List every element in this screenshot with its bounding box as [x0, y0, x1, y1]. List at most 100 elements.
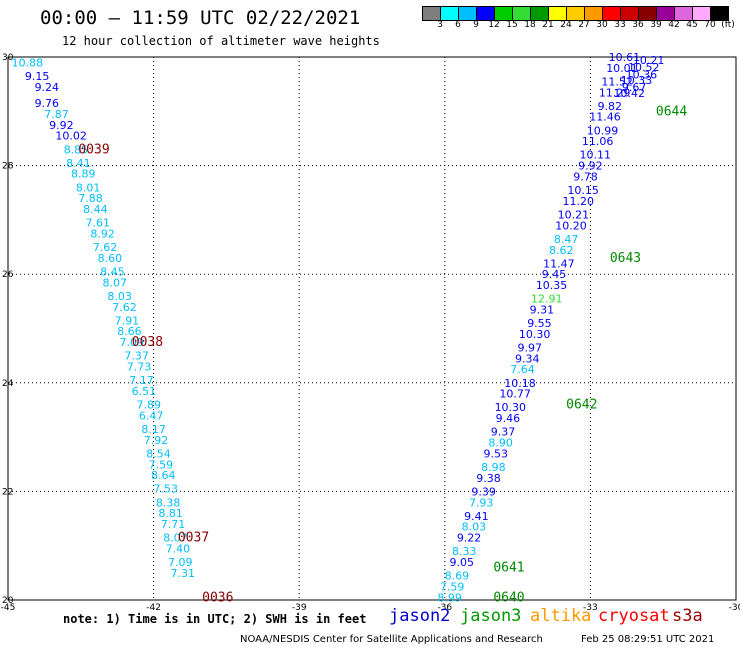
legend-item-altika: altika	[530, 606, 592, 626]
swh-value-label: 8.54	[146, 447, 171, 460]
swh-value-label: 10.02	[55, 130, 87, 143]
swh-value-label: 10.52	[628, 61, 660, 74]
swh-value-label: 7.31	[170, 567, 195, 580]
swh-value-label: 9.37	[491, 426, 516, 439]
swh-value-label: 7.91	[115, 314, 140, 327]
swh-value-label: 11.52	[601, 75, 633, 88]
swh-value-label: 9.53	[484, 447, 509, 460]
color-scale-labels: 3 6 9 12 15 18 21 24 27 30 33 36 39 42 45 70 (ft)	[0, 20, 740, 34]
swh-value-label: 8.64	[151, 469, 176, 482]
swh-value-label: 7.73	[127, 361, 152, 374]
pass-time-label: 0038	[132, 335, 163, 350]
swh-value-label: 9.92	[49, 119, 74, 132]
swh-value-label: 9.41	[464, 510, 489, 523]
swh-value-label: 7.89	[136, 399, 161, 412]
swh-value-label: 7.37	[124, 350, 149, 363]
swh-value-label: 8.89	[71, 168, 96, 181]
swh-value-label: 8.81	[158, 507, 183, 520]
swh-value-label: 10.88	[12, 56, 44, 69]
swh-value-label: 12.91	[531, 293, 563, 306]
swh-value-label: 8.01	[76, 181, 101, 194]
color-scale-label: 39	[650, 20, 662, 30]
y-tick-label: 24	[2, 379, 14, 389]
swh-value-label: 11.29	[599, 86, 631, 99]
y-tick-label: 22	[2, 487, 13, 497]
swh-value-label: 9.76	[35, 97, 60, 110]
swh-value-label: 8.90	[488, 437, 513, 450]
color-scale-label: 33	[614, 20, 626, 30]
swh-value-label: 8.85	[64, 143, 89, 156]
swh-value-label: 8.07	[103, 276, 128, 289]
swh-value-label: 7.09	[168, 556, 193, 569]
swh-value-label: 6.47	[139, 409, 164, 422]
pass-time-label: 0640	[493, 590, 524, 605]
swh-value-label: 7.62	[112, 301, 137, 314]
swh-value-label: 8.66	[117, 325, 142, 338]
swh-value-label: 10.61	[609, 51, 641, 64]
units-note: note: 1) Time is in UTC; 2) SWH is in fe…	[63, 612, 367, 626]
swh-value-label: 8.17	[141, 423, 166, 436]
swh-value-label: 8.98	[481, 461, 506, 474]
credit-text: NOAA/NESDIS Center for Satellite Applica…	[240, 634, 543, 645]
swh-value-label: 9.82	[598, 100, 623, 113]
generated-timestamp: Feb 25 08:29:51 UTC 2021	[581, 634, 715, 645]
swh-value-label: 8.92	[90, 227, 115, 240]
pass-time-label: 0641	[493, 560, 524, 575]
color-scale-label: 45	[686, 20, 698, 30]
color-scale-bar	[422, 6, 729, 21]
color-scale-label: 30	[596, 20, 608, 30]
x-tick-label: -45	[1, 603, 16, 613]
color-scale-label: 24	[560, 20, 572, 30]
swh-value-label: 9.46	[496, 412, 521, 425]
swh-value-label: 10.20	[555, 219, 587, 232]
color-scale-label: 36	[632, 20, 644, 30]
swh-value-label: 9.92	[578, 160, 603, 173]
swh-value-label: 10.30	[519, 328, 551, 341]
color-scale-label: 70	[704, 20, 716, 30]
swh-value-label: 8.44	[83, 203, 108, 216]
swh-value-label: 8.03	[462, 521, 487, 534]
swh-value-label: 9.24	[35, 81, 60, 94]
swh-value-label: 9.05	[450, 556, 475, 569]
swh-value-label: 8.38	[156, 496, 181, 509]
swh-value-label: 10.21	[558, 208, 590, 221]
swh-value-label: 8.45	[100, 265, 125, 278]
swh-value-label: 7.64	[510, 363, 535, 376]
swh-value-label: 10.99	[587, 124, 619, 137]
plot-frame	[7, 56, 737, 601]
swh-value-label: 7.71	[161, 518, 186, 531]
swh-value-label: 10.11	[580, 149, 612, 162]
color-scale-label: 21	[542, 20, 554, 30]
swh-value-label: 7.40	[166, 542, 191, 555]
pass-time-label: 0039	[78, 142, 109, 157]
swh-value-label: 8.60	[98, 252, 123, 265]
swh-value-label: 10.35	[536, 279, 568, 292]
pass-time-label: 0642	[566, 398, 597, 413]
swh-value-label: 9.31	[530, 303, 555, 316]
legend-item-cryosat: cryosat	[598, 606, 670, 626]
swh-value-label: 7.88	[78, 192, 103, 205]
swh-value-label: 9.38	[476, 472, 501, 485]
swh-value-label: 8.07	[163, 532, 188, 545]
y-tick-label: 30	[2, 53, 14, 63]
swh-value-label: 9.67	[622, 81, 647, 94]
swh-value-label: 11.47	[543, 257, 575, 270]
swh-value-label: 11.20	[563, 195, 595, 208]
color-scale-label: 42	[668, 20, 680, 30]
color-scale-label: 12	[488, 20, 500, 30]
swh-value-label: 8.69	[445, 570, 470, 583]
chart-title: 00:00 – 11:59 UTC 02/22/2021	[40, 7, 361, 29]
swh-value-label: 10.01	[606, 62, 638, 75]
swh-value-label: 7.53	[153, 483, 178, 496]
swh-value-label: 7.09	[120, 336, 145, 349]
swh-value-label: 9.55	[527, 317, 552, 330]
swh-value-label: 7.59	[149, 458, 174, 471]
swh-value-label: 10.15	[567, 184, 599, 197]
color-scale-label: 15	[506, 20, 518, 30]
pass-time-label: 0644	[656, 104, 687, 119]
legend-item-s3a: s3a	[672, 606, 703, 626]
swh-value-label: 7.87	[44, 108, 69, 121]
swh-value-label: 8.62	[549, 244, 574, 257]
swh-value-label: 7.93	[469, 496, 494, 509]
legend-item-jason3: jason3	[460, 606, 522, 626]
